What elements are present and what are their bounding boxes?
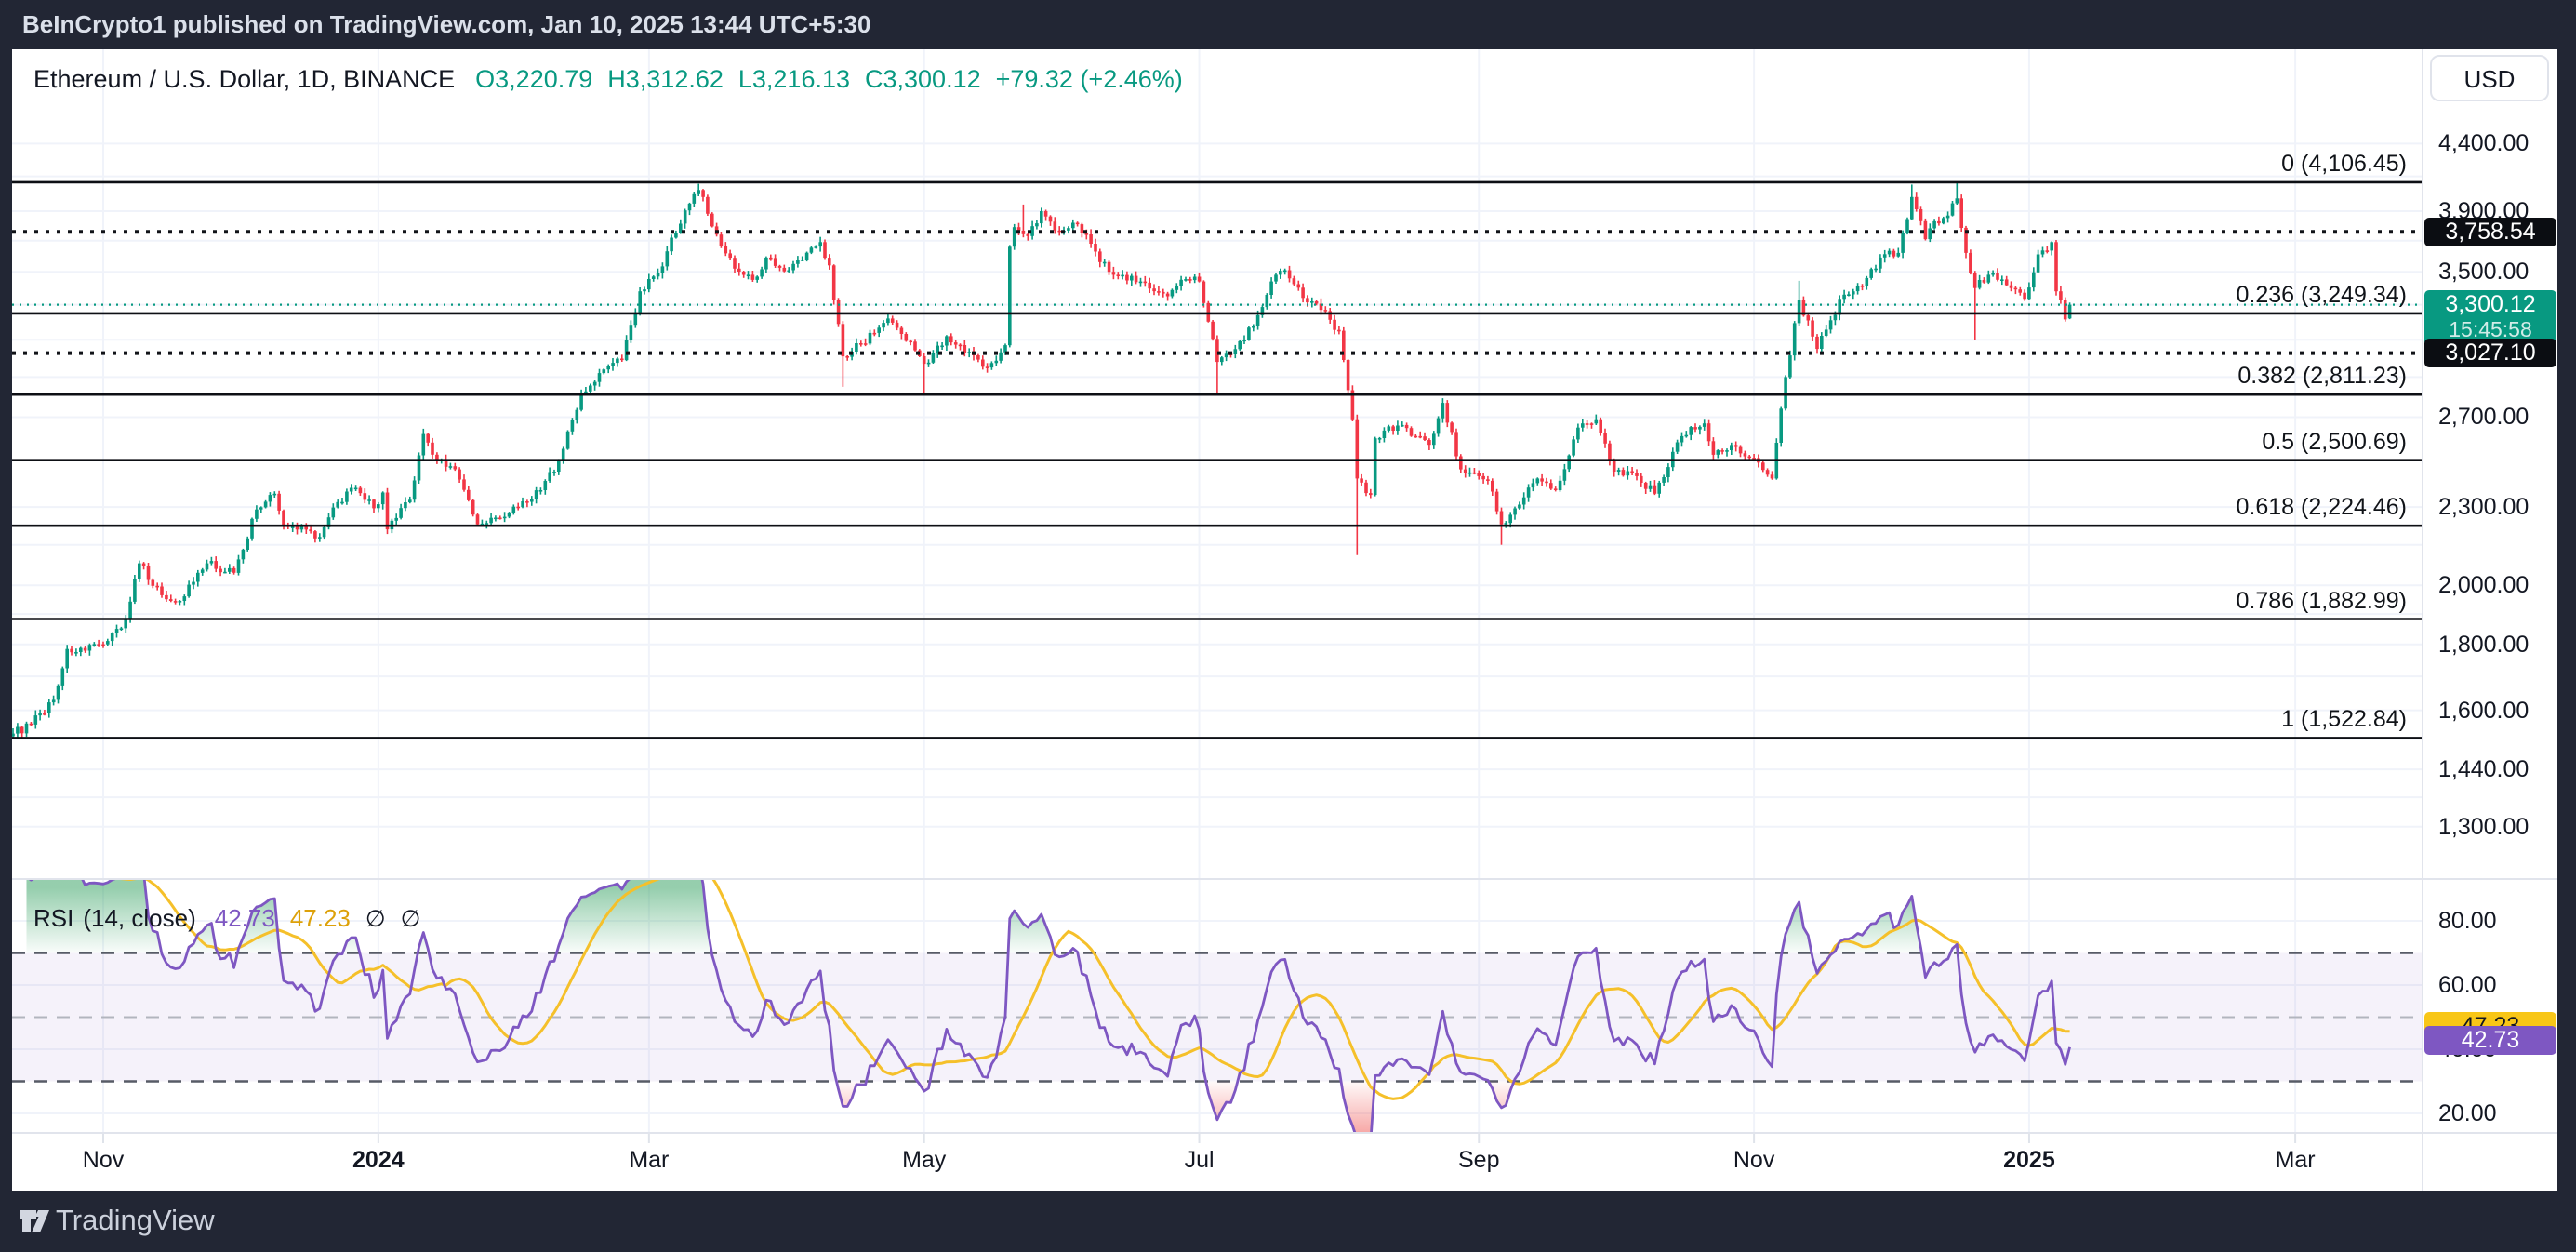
badge-price: 3,027.10: [2445, 340, 2536, 366]
price-axis-tick: 1,440.00: [2438, 756, 2530, 783]
empty-source-icon: ∅: [365, 906, 386, 932]
time-axis-label: May: [902, 1147, 947, 1173]
rsi-params: (14, close): [83, 904, 196, 932]
time-axis-label: Mar: [2275, 1147, 2316, 1173]
time-axis-label: 2024: [352, 1147, 405, 1173]
rsi-title: RSI: [33, 904, 74, 932]
time-axis-label: Nov: [82, 1147, 125, 1173]
tradingview-brand-text[interactable]: TradingView: [56, 1204, 215, 1236]
price-level-badge: 3,758.54: [2424, 217, 2556, 246]
price-axis-tick: 2,000.00: [2438, 572, 2530, 599]
time-axis-label: 2025: [2003, 1147, 2055, 1173]
fib-level-label: 0.382 (2,811.23): [2237, 363, 2407, 390]
ohlc-close: C3,300.12: [865, 65, 981, 93]
price-axis-tick: 3,500.00: [2438, 259, 2530, 286]
time-axis-label: Sep: [1458, 1147, 1500, 1173]
time-axis-label: Mar: [629, 1147, 670, 1173]
fib-level-label: 0.236 (3,249.34): [2236, 281, 2407, 308]
empty-source-icon: ∅: [400, 906, 421, 932]
badge-price: 3,758.54: [2445, 218, 2536, 245]
symbol-title: Ethereum / U.S. Dollar, 1D, BINANCE: [33, 65, 456, 93]
currency-usd-button[interactable]: USD: [2430, 55, 2549, 101]
attribution-text: BeInCrypto1 published on TradingView.com…: [22, 10, 871, 38]
fib-level-label: 0.786 (1,882.99): [2236, 587, 2407, 614]
rsi-axis-tick: 60.00: [2438, 972, 2497, 998]
rsi-value-badge: 42.73: [2424, 1026, 2556, 1056]
rsi-axis-tick: 80.00: [2438, 908, 2497, 934]
price-axis-tick: 2,700.00: [2438, 404, 2530, 431]
time-axis-label: Nov: [1733, 1147, 1775, 1173]
fib-level-label: 0.5 (2,500.69): [2262, 428, 2407, 455]
badge-price: 3,300.12: [2445, 290, 2536, 317]
last-price-badge: 3,300.12 15:45:58: [2424, 289, 2556, 346]
ohlc-change: +79.32 (+2.46%): [995, 65, 1183, 93]
badge-value: 42.73: [2461, 1027, 2520, 1054]
fib-level-label: 0.618 (2,224.46): [2236, 494, 2407, 521]
price-axis-tick: 2,300.00: [2438, 494, 2530, 521]
price-axis-tick: 4,400.00: [2438, 130, 2530, 157]
rsi-value: 42.73: [214, 904, 275, 932]
rsi-axis-tick: 20.00: [2438, 1100, 2497, 1126]
price-axis-tick: 1,600.00: [2438, 697, 2530, 724]
price-axis-tick: 1,800.00: [2438, 631, 2530, 658]
ohlc-open: O3,220.79: [475, 65, 593, 93]
tradingview-logo-icon[interactable]: [19, 1205, 50, 1238]
fib-level-label: 1 (1,522.84): [2281, 706, 2407, 733]
attribution-bar: BeInCrypto1 published on TradingView.com…: [0, 0, 2576, 49]
ohlc-low: L3,216.13: [737, 65, 850, 93]
price-level-badge: 3,027.10: [2424, 339, 2556, 368]
bar-countdown: 15:45:58: [2449, 316, 2532, 341]
ohlc-high: H3,312.62: [607, 65, 724, 93]
rsi-legend[interactable]: RSI (14, close) 42.73 47.23 ∅ ∅: [33, 904, 420, 934]
footer-bar: [0, 1191, 2576, 1252]
fib-level-label: 0 (4,106.45): [2281, 150, 2407, 177]
symbol-legend[interactable]: Ethereum / U.S. Dollar, 1D, BINANCE O3,22…: [33, 65, 1198, 97]
price-axis-tick: 1,300.00: [2438, 813, 2530, 840]
time-axis-label: Jul: [1184, 1147, 1215, 1173]
rsi-ma-value: 47.23: [289, 904, 351, 932]
